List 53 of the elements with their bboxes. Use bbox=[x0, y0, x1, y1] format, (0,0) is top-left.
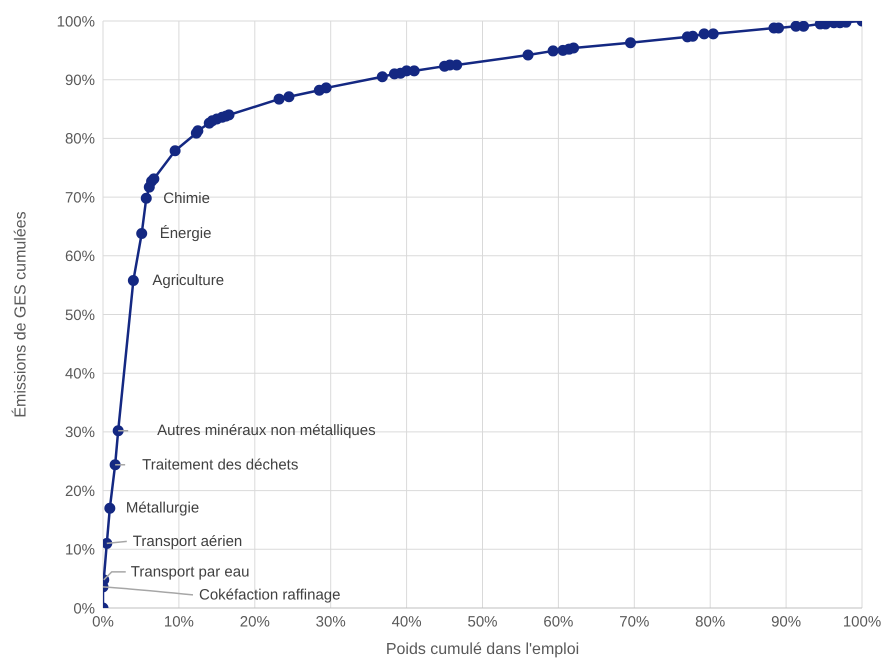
x-tick-label: 50% bbox=[467, 614, 498, 631]
x-tick-label: 30% bbox=[316, 614, 346, 631]
x-tick-label: 20% bbox=[240, 614, 270, 631]
y-tick-label: 0% bbox=[73, 600, 95, 618]
annotation: Énergie bbox=[160, 224, 212, 242]
point bbox=[376, 71, 388, 82]
annotation: Transport aérien bbox=[132, 532, 242, 550]
annotation: Métallurgie bbox=[126, 500, 200, 517]
y-tick-label: 30% bbox=[64, 424, 95, 442]
point bbox=[104, 502, 116, 514]
point bbox=[522, 50, 534, 61]
annotation: Traitement des déchets bbox=[142, 456, 298, 474]
point bbox=[140, 192, 152, 204]
annotation: Agriculture bbox=[152, 272, 224, 289]
point bbox=[320, 82, 332, 94]
point bbox=[170, 145, 181, 156]
point bbox=[192, 125, 204, 136]
annotation: Cokéfaction raffinage bbox=[199, 586, 340, 604]
point bbox=[112, 425, 124, 436]
y-tick-label: 70% bbox=[64, 189, 95, 206]
y-tick-label: 10% bbox=[64, 542, 95, 559]
point bbox=[110, 459, 121, 470]
point bbox=[283, 91, 294, 102]
y-tick-label: 50% bbox=[64, 306, 95, 324]
point bbox=[625, 37, 636, 48]
x-axis-title: Poids cumulé dans l'emploi bbox=[386, 641, 580, 658]
y-tick-label: 80% bbox=[64, 130, 95, 148]
point bbox=[548, 45, 559, 56]
point bbox=[128, 274, 139, 286]
y-tick-label: 60% bbox=[64, 248, 95, 266]
point bbox=[408, 65, 420, 76]
x-tick-label: 90% bbox=[771, 614, 802, 631]
point bbox=[698, 28, 710, 40]
x-tick-label: 70% bbox=[619, 614, 650, 631]
x-tick-label: 40% bbox=[392, 614, 422, 631]
point bbox=[798, 21, 810, 32]
annotation: Chimie bbox=[163, 190, 210, 207]
point bbox=[708, 28, 719, 40]
point bbox=[136, 228, 148, 239]
x-tick-label: 60% bbox=[543, 614, 574, 631]
x-tick-label: 10% bbox=[164, 614, 194, 631]
y-tick-label: 100% bbox=[56, 13, 95, 30]
x-tick-label: 80% bbox=[695, 614, 726, 631]
annotation: Autres minéraux non métalliques bbox=[157, 422, 376, 440]
x-tick-label: 0% bbox=[92, 614, 114, 631]
point bbox=[274, 94, 285, 105]
point bbox=[148, 173, 160, 184]
y-tick-label: 40% bbox=[64, 366, 95, 383]
annotation: Transport par eau bbox=[130, 563, 250, 580]
y-tick-label: 90% bbox=[64, 72, 95, 90]
y-tick-label: 20% bbox=[64, 482, 95, 500]
x-tick-label: 100% bbox=[842, 614, 882, 631]
y-axis-title: Émissions de GES cumulées bbox=[12, 211, 30, 418]
